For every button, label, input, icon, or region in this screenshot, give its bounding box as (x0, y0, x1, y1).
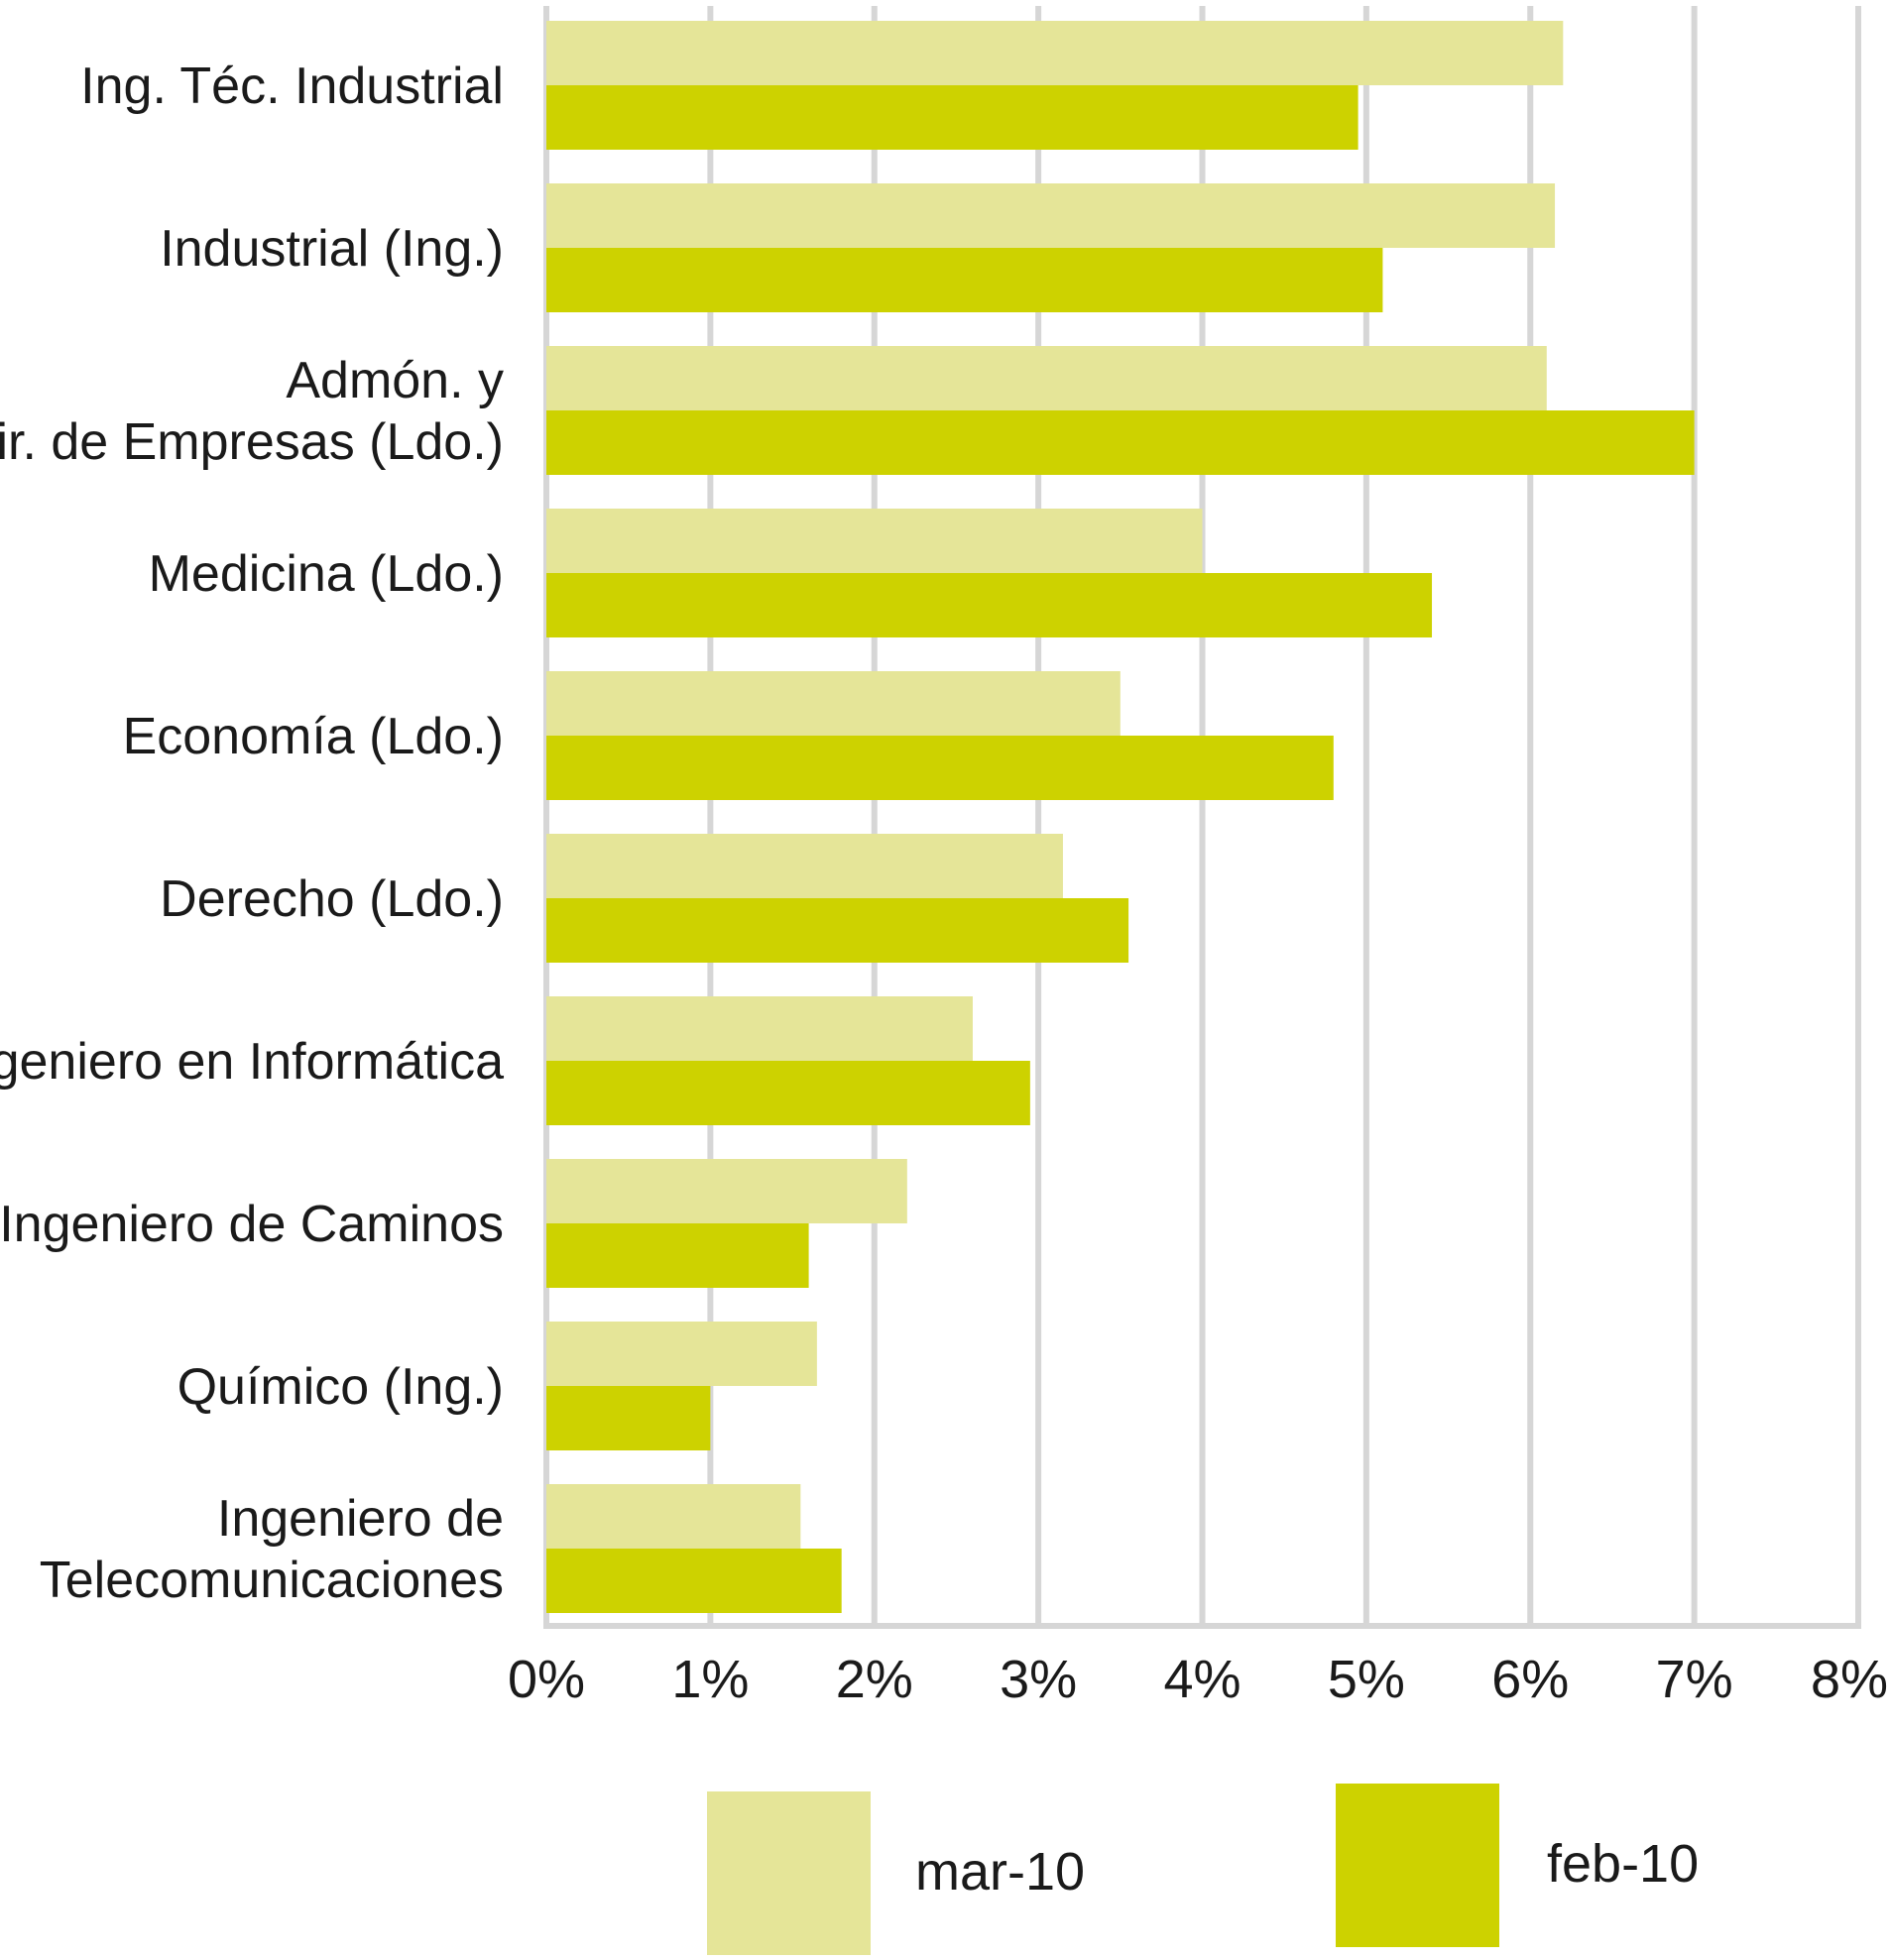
bar-mar-10 (546, 509, 1203, 573)
category-label: Ing. Téc. Industrial (80, 58, 504, 115)
legend-swatch (1336, 1784, 1499, 1947)
bar-mar-10 (546, 834, 1063, 898)
bar-mar-10 (546, 346, 1547, 410)
bar-mar-10 (546, 996, 973, 1061)
category-label: Ingeniero de Caminos (0, 1196, 504, 1253)
x-tick-label: 6% (1491, 1650, 1569, 1709)
legend-label: feb-10 (1547, 1834, 1699, 1894)
x-tick-label: 3% (1000, 1650, 1077, 1709)
category-label: Industrial (Ing.) (160, 220, 504, 278)
bar-mar-10 (546, 1484, 801, 1549)
bar-feb-10 (546, 248, 1383, 312)
bar-feb-10 (546, 1549, 842, 1613)
x-tick-label: 2% (836, 1650, 913, 1709)
legend-swatch (707, 1791, 871, 1955)
x-tick-label: 8% (1811, 1650, 1888, 1709)
bar-feb-10 (546, 1223, 809, 1288)
legend: mar-10 feb-10 (707, 1784, 1699, 1955)
category-label: Admón. y Dir. de Empresas (Ldo.) (0, 352, 504, 471)
bars (546, 21, 1695, 1613)
x-tick-label: 1% (671, 1650, 749, 1709)
bar-feb-10 (546, 1061, 1030, 1125)
bar-mar-10 (546, 1159, 907, 1223)
bar-feb-10 (546, 1386, 711, 1450)
category-label: Medicina (Ldo.) (149, 545, 504, 603)
x-tick-label: 4% (1163, 1650, 1240, 1709)
category-label: Derecho (Ldo.) (160, 870, 504, 928)
category-labels: Ing. Téc. Industrial Industrial (Ing.) Adm… (0, 58, 504, 1609)
bar-feb-10 (546, 85, 1358, 150)
x-tick-label: 0% (508, 1650, 585, 1709)
x-tick-label: 5% (1328, 1650, 1405, 1709)
bar-mar-10 (546, 21, 1564, 85)
bar-mar-10 (546, 1322, 817, 1386)
bar-feb-10 (546, 736, 1334, 800)
bar-mar-10 (546, 671, 1121, 736)
category-label: Ingeniero de Telecomunicaciones (40, 1490, 504, 1609)
x-tick-labels: 0% 1% 2% 3% 4% 5% 6% 7% 8% (508, 1650, 1888, 1709)
bar-feb-10 (546, 898, 1129, 963)
legend-label: mar-10 (915, 1842, 1085, 1902)
category-label: Químico (Ing.) (177, 1358, 504, 1416)
bar-feb-10 (546, 573, 1433, 637)
bar-mar-10 (546, 183, 1556, 248)
category-label: Economía (Ldo.) (123, 708, 504, 765)
x-tick-label: 7% (1656, 1650, 1733, 1709)
category-label: Ingeniero en Informática (0, 1033, 504, 1091)
bar-feb-10 (546, 410, 1695, 475)
